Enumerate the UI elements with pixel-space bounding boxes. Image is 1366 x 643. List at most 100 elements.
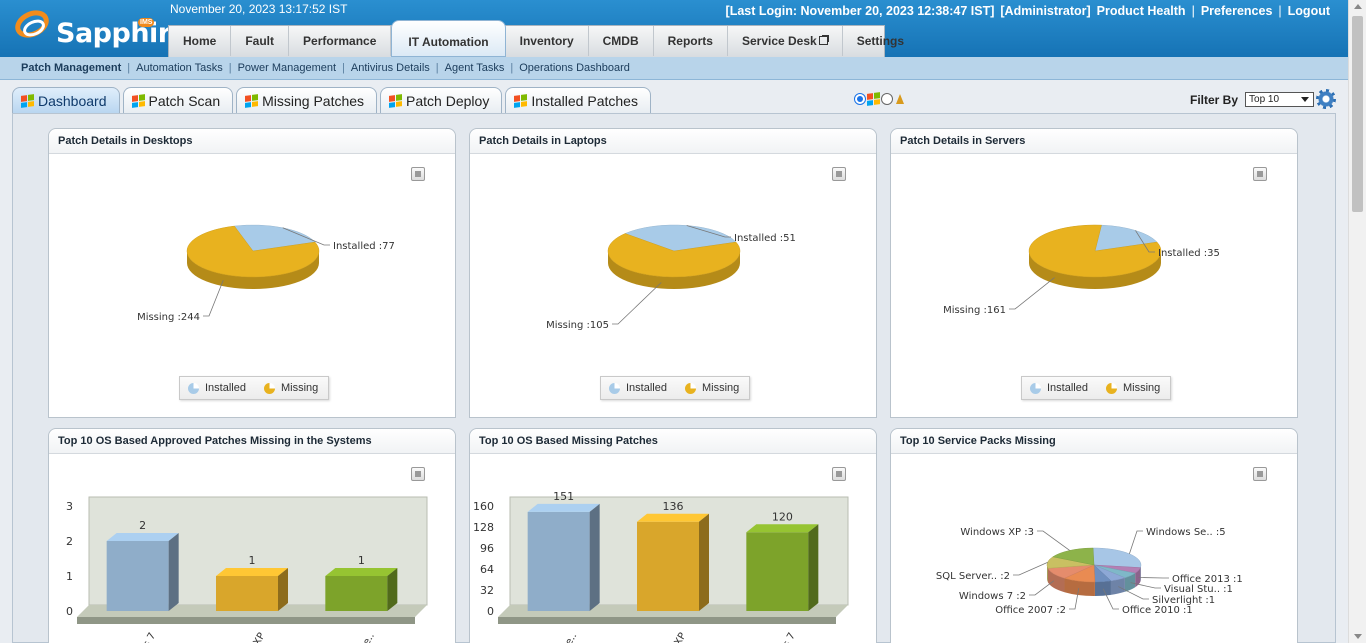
subnav-power-management[interactable]: Power Management [237, 62, 337, 74]
subnav-patch-management[interactable]: Patch Management [21, 62, 122, 74]
tab-dashboard[interactable]: Dashboard [12, 87, 120, 113]
pie-data-label: Windows 7 :2 [959, 591, 1026, 602]
pie-data-label: Office 2010 :1 [1122, 605, 1193, 616]
minimize-button[interactable] [411, 167, 425, 181]
separator: | [228, 62, 232, 74]
tab-patch-scan[interactable]: Patch Scan [122, 87, 234, 113]
legend-installed-label: Installed [626, 382, 667, 394]
scroll-down-arrow-icon[interactable] [1354, 634, 1362, 639]
scroll-up-arrow-icon[interactable] [1354, 4, 1362, 9]
page-scrollbar[interactable] [1348, 0, 1366, 643]
pie-data-label: Missing :244 [137, 312, 200, 323]
tab-home[interactable]: Home [169, 26, 232, 56]
os-selector [854, 92, 904, 106]
chart-floor-edge [77, 617, 415, 624]
legend-missing[interactable]: Missing [1105, 382, 1161, 394]
filter-by: Filter By Top 10 [1190, 92, 1315, 107]
pie-slice [1028, 224, 1162, 278]
pie-leader-line [1069, 588, 1080, 610]
tab-installed-patches[interactable]: Installed Patches [505, 87, 651, 113]
scroll-thumb[interactable] [1352, 16, 1363, 212]
panel-service-packs: Top 10 Service Packs Missing Windows Se.… [890, 428, 1298, 643]
subnav-agent-tasks[interactable]: Agent Tasks [444, 62, 505, 74]
pie-data-label: Missing :161 [943, 305, 1006, 316]
pie-slice-side [1047, 568, 1065, 593]
bar-top [527, 503, 600, 512]
pie-leader-line [1130, 582, 1161, 589]
pie-data-label: Installed :77 [333, 241, 395, 252]
legend-installed-label: Installed [205, 382, 246, 394]
x-tick-label: XP [673, 631, 689, 643]
pie-leader-line [1009, 277, 1055, 310]
linux-icon [896, 94, 904, 104]
minimize-button[interactable] [832, 167, 846, 181]
subnav-automation-tasks[interactable]: Automation Tasks [136, 62, 223, 74]
legend-missing[interactable]: Missing [263, 382, 318, 394]
tab-cmdb[interactable]: CMDB [589, 26, 654, 56]
tab-patch-scan-label: Patch Scan [148, 92, 221, 109]
legend-installed[interactable]: Installed [188, 382, 246, 394]
pie-slice [233, 224, 316, 252]
pie-leader-line [1138, 577, 1169, 579]
legend-missing-label: Missing [1122, 382, 1161, 394]
current-user[interactable]: [Administrator] [1000, 4, 1091, 18]
installed-legend-icon [1030, 382, 1041, 394]
last-login: [Last Login: November 20, 2023 12:38:47 … [725, 4, 995, 18]
y-tick-label: 64 [480, 563, 494, 576]
panel-os-approved-missing: Top 10 OS Based Approved Patches Missing… [48, 428, 456, 643]
pie-data-label: Office 2007 :2 [995, 605, 1066, 616]
pie-slice-side [1110, 577, 1125, 595]
tab-inventory[interactable]: Inventory [506, 26, 589, 56]
tab-it-automation[interactable]: IT Automation [391, 20, 506, 57]
chart-floor-edge [498, 617, 836, 624]
filter-select[interactable]: Top 10 [1245, 92, 1315, 107]
product-health-link[interactable]: Product Health [1096, 4, 1186, 18]
minimize-button[interactable] [1253, 167, 1267, 181]
subnav-operations-dashboard[interactable]: Operations Dashboard [519, 62, 630, 74]
tab-patch-deploy[interactable]: Patch Deploy [380, 87, 503, 113]
pie-data-label: Windows Se.. :5 [1146, 527, 1226, 538]
pie-data-label: Silverlight :1 [1152, 595, 1215, 606]
pie-data-label: Installed :51 [734, 233, 796, 244]
windows-radio[interactable] [854, 93, 866, 105]
panel-os-missing: Top 10 OS Based Missing Patches 0 32 64 96 1… [469, 428, 877, 643]
pie-chart-servers: Installed :35 Missing :161 [943, 224, 1220, 316]
legend-installed[interactable]: Installed [609, 382, 667, 394]
bar-data-label: 2 [139, 519, 146, 532]
tab-missing-patches[interactable]: Missing Patches [236, 87, 378, 113]
tab-performance[interactable]: Performance [289, 26, 392, 56]
logo-text: Sapphire [56, 18, 189, 49]
bar-side [387, 568, 398, 611]
pie-leader-line [1135, 230, 1155, 253]
legend-missing[interactable]: Missing [684, 382, 740, 394]
preferences-link[interactable]: Preferences [1200, 4, 1273, 18]
gear-icon[interactable] [1316, 89, 1336, 109]
tab-fault[interactable]: Fault [231, 26, 290, 56]
bar [216, 576, 278, 611]
chart-legend: Installed Missing [1021, 376, 1172, 400]
tab-patch-deploy-label: Patch Deploy [406, 92, 490, 109]
linux-radio[interactable] [881, 93, 893, 105]
tab-reports[interactable]: Reports [654, 26, 728, 56]
tab-service-desk[interactable]: Service Desk [728, 26, 843, 56]
chart-legend: Installed Missing [179, 376, 330, 400]
minimize-button[interactable] [411, 467, 425, 481]
minimize-button[interactable] [832, 467, 846, 481]
panel-title: Patch Details in Laptops [470, 129, 876, 154]
sapphire-logo[interactable]: Sapphire IMS [14, 6, 189, 52]
pie-slice [607, 233, 741, 278]
panel-patch-desktops: Patch Details in Desktops Installed :77 M… [48, 128, 456, 418]
tab-settings[interactable]: Settings [856, 34, 905, 48]
subnav-antivirus-details[interactable]: Antivirus Details [350, 62, 430, 74]
tab-dashboard-label: Dashboard [38, 92, 107, 109]
external-link-icon [818, 35, 829, 45]
tab-missing-patches-label: Missing Patches [262, 92, 365, 109]
pie-data-label: Missing :105 [546, 320, 609, 331]
logout-link[interactable]: Logout [1287, 4, 1330, 18]
pie-slice [186, 225, 320, 278]
minimize-button[interactable] [1253, 467, 1267, 481]
legend-missing-label: Missing [701, 382, 740, 394]
separator: | [342, 62, 345, 74]
logo-badge: IMS [138, 18, 155, 27]
legend-installed[interactable]: Installed [1030, 382, 1088, 394]
